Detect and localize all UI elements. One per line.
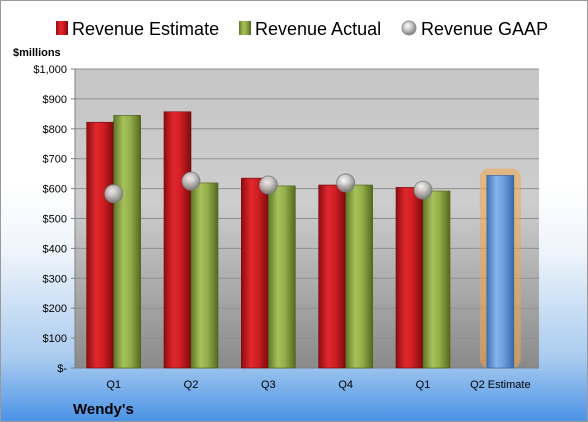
bar-revenue-actual bbox=[422, 190, 451, 369]
x-category-label: Q1 bbox=[106, 379, 121, 391]
y-tick-label: $500 bbox=[43, 214, 67, 226]
bar-revenue-estimate bbox=[163, 111, 192, 369]
y-tick-label: $800 bbox=[43, 124, 67, 136]
x-category-label: Q2 bbox=[184, 379, 199, 391]
marker-revenue-gaap bbox=[104, 184, 124, 204]
y-tick-label: $300 bbox=[43, 273, 67, 285]
legend-swatch-actual bbox=[239, 21, 251, 35]
marker-revenue-gaap bbox=[258, 175, 278, 195]
legend-label-estimate: Revenue Estimate bbox=[72, 19, 219, 39]
x-category-label: Q4 bbox=[338, 379, 353, 391]
x-category-label: Q3 bbox=[261, 379, 276, 391]
y-tick-label: $1,000 bbox=[33, 64, 67, 76]
bars bbox=[86, 111, 521, 369]
marker-revenue-gaap bbox=[413, 180, 433, 200]
y-axis-unit-label: $millions bbox=[13, 47, 61, 59]
y-tick-label: $100 bbox=[43, 333, 67, 345]
y-axis-ticks: $- $100 $200 $300 $400 $500 $600 $700 $800 $900 $1… bbox=[33, 64, 539, 375]
x-category-label: Q1 bbox=[416, 379, 431, 391]
x-category-label: Q2 Estimate bbox=[470, 379, 531, 391]
bar-revenue-estimate bbox=[86, 121, 114, 369]
y-tick-label: $200 bbox=[43, 303, 67, 315]
bar-revenue-estimate bbox=[241, 177, 269, 369]
bar-revenue-actual bbox=[345, 184, 373, 369]
marker-revenue-gaap bbox=[336, 173, 356, 193]
legend-label-actual: Revenue Actual bbox=[255, 19, 381, 39]
y-tick-label: $400 bbox=[43, 243, 67, 255]
legend: Revenue Estimate Revenue Actual Revenue … bbox=[56, 19, 548, 39]
bar-revenue-estimate bbox=[395, 187, 424, 369]
company-name: Wendy's bbox=[73, 401, 134, 418]
legend-marker-gaap bbox=[401, 20, 417, 36]
marker-revenue-gaap bbox=[181, 171, 201, 191]
bar-revenue-actual bbox=[113, 115, 141, 369]
bar-revenue-actual bbox=[190, 182, 219, 369]
y-tick-label: $900 bbox=[43, 94, 67, 106]
gaap-markers bbox=[104, 171, 433, 204]
bar-q2-estimate bbox=[486, 175, 515, 369]
bar-revenue-actual bbox=[268, 185, 296, 369]
y-tick-label: $600 bbox=[43, 184, 67, 196]
legend-label-gaap: Revenue GAAP bbox=[421, 19, 548, 39]
x-axis-labels: Q1 Q2 Q3 Q4 Q1 Q2 Estimate bbox=[106, 379, 530, 391]
legend-swatch-estimate bbox=[56, 21, 68, 35]
grid-lines bbox=[75, 68, 539, 339]
y-tick-label: $700 bbox=[43, 154, 67, 166]
y-tick-label: $- bbox=[57, 363, 67, 375]
bar-revenue-estimate bbox=[318, 184, 346, 369]
